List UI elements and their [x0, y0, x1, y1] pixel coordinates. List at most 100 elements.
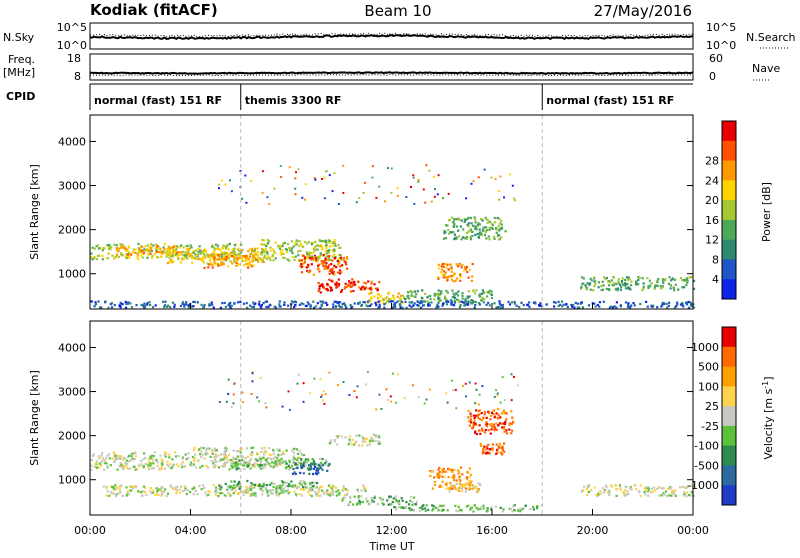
heatmap-cell [222, 244, 225, 247]
heatmap-cell [670, 494, 673, 497]
heatmap-cell [113, 257, 116, 260]
heatmap-cell [352, 289, 355, 293]
heatmap-cell [580, 287, 583, 290]
heatmap-cell [146, 303, 149, 306]
heatmap-cell [372, 433, 375, 436]
heatmap-cell [461, 297, 464, 300]
heatmap-cell [665, 302, 668, 305]
heatmap-cell [191, 487, 194, 490]
heatmap-cell [487, 429, 490, 432]
heatmap-cell [440, 265, 443, 268]
heatmap-cell [250, 265, 253, 268]
heatmap-cell [268, 453, 271, 456]
heatmap-cell [213, 449, 216, 452]
heatmap-cell [312, 472, 315, 476]
heatmap-cell [501, 303, 504, 307]
heatmap-cell [355, 201, 358, 204]
heatmap-cell [299, 249, 302, 252]
heatmap-cell [469, 418, 472, 421]
heatmap-cell [265, 300, 268, 303]
heatmap-cell [323, 176, 326, 179]
heatmap-cell [436, 506, 439, 509]
heatmap-cell [418, 507, 421, 510]
heatmap-cell [498, 190, 501, 192]
power-heatmap [90, 115, 696, 309]
heatmap-cell [293, 306, 296, 309]
heatmap-cell [397, 505, 400, 509]
heatmap-cell [280, 488, 283, 491]
heatmap-cell [167, 250, 170, 253]
heatmap-cell [482, 227, 485, 230]
heatmap-cell [130, 455, 133, 458]
heatmap-cell [105, 486, 108, 490]
heatmap-cell [221, 465, 224, 468]
heatmap-cell [493, 302, 496, 305]
heatmap-cell [589, 288, 592, 291]
heatmap-cell [247, 490, 250, 493]
heatmap-cell [241, 455, 244, 458]
heatmap-cell [185, 303, 188, 306]
heatmap-cell [213, 261, 216, 264]
heatmap-cell [220, 261, 223, 264]
heatmap-cell [322, 491, 325, 494]
heatmap-cell [322, 390, 325, 392]
heatmap-cell [236, 263, 239, 266]
heatmap-cell [190, 461, 193, 464]
heatmap-cell [400, 300, 403, 303]
heatmap-cell [275, 464, 278, 467]
heatmap-cell [484, 231, 487, 234]
heatmap-cell [337, 285, 340, 288]
heatmap-cell [258, 465, 261, 468]
heatmap-cell [453, 475, 456, 478]
heatmap-cell [639, 302, 642, 306]
heatmap-cell [440, 292, 443, 295]
heatmap-cell [134, 452, 137, 455]
heatmap-cell [211, 254, 214, 258]
heatmap-cell [467, 230, 470, 233]
heatmap-cell [123, 464, 126, 467]
heatmap-cell [596, 303, 599, 307]
heatmap-cell [272, 448, 275, 451]
heatmap-cell [453, 233, 456, 236]
heatmap-cell [237, 467, 240, 470]
heatmap-cell [297, 373, 300, 376]
heatmap-cell [500, 236, 503, 239]
heatmap-cell [323, 259, 327, 263]
heatmap-cell [453, 486, 456, 489]
heatmap-cell [266, 238, 269, 242]
heatmap-cell [393, 305, 396, 309]
heatmap-cell [223, 255, 226, 259]
heatmap-cell [185, 245, 188, 248]
heatmap-cell [112, 487, 115, 490]
heatmap-cell [552, 301, 556, 304]
heatmap-cell [340, 305, 343, 308]
heatmap-cell [273, 187, 276, 190]
heatmap-cell [627, 276, 630, 279]
heatmap-cell [462, 301, 465, 304]
heatmap-cell [468, 229, 471, 232]
heatmap-cell [437, 292, 440, 295]
heatmap-cell [121, 243, 125, 247]
heatmap-cell [172, 464, 175, 467]
heatmap-cell [470, 182, 473, 185]
heatmap-cell [467, 290, 470, 293]
heatmap-cell [295, 485, 298, 488]
heatmap-cell [318, 464, 322, 467]
heatmap-cell [193, 458, 196, 461]
heatmap-cell [287, 464, 291, 467]
heatmap-cell [584, 284, 587, 287]
heatmap-cell [379, 498, 383, 501]
heatmap-cell [324, 461, 327, 465]
heatmap-cell [149, 457, 152, 460]
heatmap-cell [356, 488, 359, 491]
heatmap-cell [246, 463, 249, 466]
heatmap-cell [502, 508, 505, 511]
heatmap-cell [260, 251, 263, 254]
heatmap-cell [228, 485, 231, 488]
heatmap-cell [298, 450, 301, 453]
heatmap-cell [328, 278, 331, 281]
heatmap-cell [150, 491, 153, 494]
heatmap-cell [667, 282, 670, 285]
heatmap-cell [661, 286, 664, 289]
heatmap-cell [490, 296, 494, 300]
